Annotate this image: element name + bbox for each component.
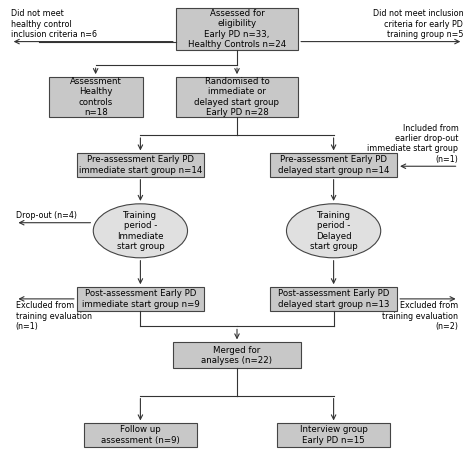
Text: Post-assessment Early PD
delayed start group n=13: Post-assessment Early PD delayed start g… bbox=[278, 289, 389, 309]
Text: Did not meet
healthy control
inclusion criteria n=6: Did not meet healthy control inclusion c… bbox=[11, 9, 97, 39]
Ellipse shape bbox=[286, 204, 381, 258]
Text: Interview group
Early PD n=15: Interview group Early PD n=15 bbox=[300, 425, 367, 445]
Text: Pre-assessment Early PD
immediate start group n=14: Pre-assessment Early PD immediate start … bbox=[79, 155, 202, 175]
FancyBboxPatch shape bbox=[270, 153, 397, 177]
Ellipse shape bbox=[93, 204, 188, 258]
FancyBboxPatch shape bbox=[84, 423, 197, 447]
FancyBboxPatch shape bbox=[277, 423, 390, 447]
Text: Pre-assessment Early PD
delayed start group n=14: Pre-assessment Early PD delayed start gr… bbox=[278, 155, 389, 175]
FancyBboxPatch shape bbox=[176, 8, 298, 50]
FancyBboxPatch shape bbox=[270, 287, 397, 310]
FancyBboxPatch shape bbox=[77, 287, 204, 310]
Text: Assessment
Healthy
controls
n=18: Assessment Healthy controls n=18 bbox=[70, 77, 121, 117]
Text: Merged for
analyses (n=22): Merged for analyses (n=22) bbox=[201, 346, 273, 365]
Text: Drop-out (n=4): Drop-out (n=4) bbox=[16, 211, 76, 220]
FancyBboxPatch shape bbox=[176, 77, 298, 117]
FancyBboxPatch shape bbox=[173, 342, 301, 368]
Text: Training
period -
Delayed
start group: Training period - Delayed start group bbox=[310, 211, 357, 251]
FancyBboxPatch shape bbox=[77, 153, 204, 177]
Text: Excluded from
training evaluation
(n=2): Excluded from training evaluation (n=2) bbox=[383, 301, 458, 331]
Text: Assessed for
eligibility
Early PD n=33,
Healthy Controls n=24: Assessed for eligibility Early PD n=33, … bbox=[188, 9, 286, 49]
Text: Randomised to
immediate or
delayed start group
Early PD n=28: Randomised to immediate or delayed start… bbox=[194, 77, 280, 117]
FancyBboxPatch shape bbox=[48, 77, 143, 117]
Text: Training
period -
Immediate
start group: Training period - Immediate start group bbox=[117, 211, 164, 251]
Text: Post-assessment Early PD
immediate start group n=9: Post-assessment Early PD immediate start… bbox=[82, 289, 199, 309]
Text: Did not meet inclusion
criteria for early PD
training group n=5: Did not meet inclusion criteria for earl… bbox=[373, 9, 463, 39]
Text: Included from
earlier drop-out
immediate start group
(n=1): Included from earlier drop-out immediate… bbox=[367, 124, 458, 164]
Text: Excluded from
training evaluation
(n=1): Excluded from training evaluation (n=1) bbox=[16, 301, 91, 331]
Text: Follow up
assessment (n=9): Follow up assessment (n=9) bbox=[101, 425, 180, 445]
